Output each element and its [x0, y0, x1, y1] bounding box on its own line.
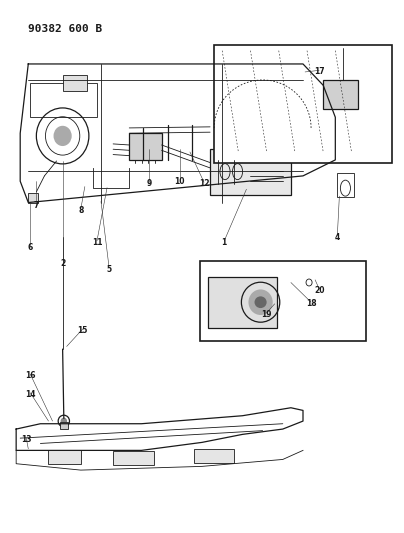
Text: 18: 18: [306, 300, 316, 308]
Text: 13: 13: [21, 435, 32, 444]
Bar: [337, 173, 354, 197]
Text: 12: 12: [199, 180, 209, 188]
Ellipse shape: [53, 126, 72, 146]
Bar: [208, 277, 277, 328]
Ellipse shape: [61, 418, 67, 424]
Ellipse shape: [255, 296, 267, 308]
Text: 20: 20: [314, 286, 324, 295]
Text: 19: 19: [261, 310, 272, 319]
Bar: [129, 133, 162, 160]
Ellipse shape: [248, 289, 273, 315]
Text: 17: 17: [314, 68, 324, 76]
Bar: [60, 422, 68, 429]
Bar: [30, 83, 97, 117]
Bar: [194, 449, 234, 463]
Text: 9: 9: [147, 180, 152, 188]
Text: 7: 7: [34, 201, 39, 209]
Bar: [210, 149, 291, 195]
Text: 14: 14: [25, 390, 36, 399]
Bar: [214, 45, 392, 163]
Text: 4: 4: [335, 233, 340, 241]
Text: 1: 1: [222, 238, 227, 247]
Text: 2: 2: [60, 260, 65, 268]
Text: 5: 5: [107, 265, 112, 273]
Bar: [48, 450, 81, 464]
Text: 10: 10: [175, 177, 185, 185]
Text: 90382 600 B: 90382 600 B: [28, 24, 103, 34]
Bar: [28, 193, 38, 203]
Bar: [63, 75, 87, 91]
Bar: [113, 451, 154, 465]
Text: 6: 6: [28, 244, 33, 252]
Bar: [200, 261, 366, 341]
Text: 15: 15: [78, 326, 88, 335]
Text: 11: 11: [92, 238, 102, 247]
Bar: [323, 80, 358, 109]
Text: 8: 8: [78, 206, 84, 215]
Text: 16: 16: [25, 372, 36, 380]
